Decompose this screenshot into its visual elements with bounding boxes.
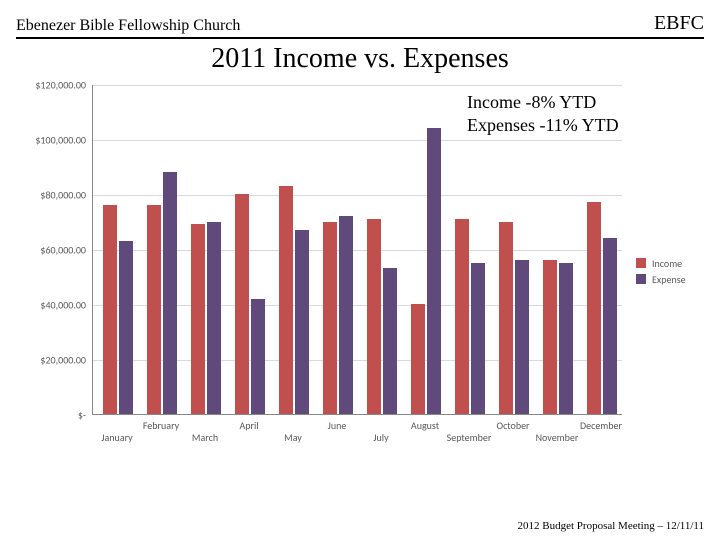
bar-expense bbox=[339, 216, 353, 414]
bar-expense bbox=[471, 263, 485, 414]
y-tick-label: $- bbox=[78, 409, 86, 422]
gridline bbox=[93, 85, 622, 86]
bar-income bbox=[411, 304, 425, 414]
bar-income bbox=[103, 205, 117, 414]
footer-text: 2012 Budget Proposal Meeting – 12/11/11 bbox=[518, 520, 704, 532]
ytd-annotation: Income -8% YTDExpenses -11% YTD bbox=[467, 91, 619, 136]
bar-income bbox=[191, 224, 205, 414]
y-tick-label: $100,000.00 bbox=[35, 134, 86, 147]
bar-income bbox=[543, 260, 557, 414]
bar-expense bbox=[603, 238, 617, 414]
page-title: 2011 Income vs. Expenses bbox=[16, 43, 704, 75]
gridline bbox=[93, 140, 622, 141]
legend-swatch bbox=[636, 274, 646, 284]
y-axis: $-$20,000.00$40,000.00$60,000.00$80,000.… bbox=[16, 85, 92, 415]
chart: $- $20,000.00 $40,000.00 $60,000.00 $80,000.… bbox=[16, 85, 704, 455]
annotation-line: Expenses -11% YTD bbox=[467, 114, 619, 137]
y-tick-label: $20,000.00 bbox=[40, 354, 86, 367]
bar-expense bbox=[559, 263, 573, 414]
x-tick-label: September bbox=[447, 431, 492, 444]
bar-expense bbox=[163, 172, 177, 414]
legend-item: Expense bbox=[636, 273, 686, 286]
bar-income bbox=[323, 222, 337, 415]
bar-income bbox=[455, 219, 469, 414]
x-tick-label: March bbox=[192, 431, 218, 444]
bar-expense bbox=[251, 299, 265, 415]
x-axis: January February March April May June July Augu… bbox=[92, 419, 622, 449]
bar-expense bbox=[119, 241, 133, 414]
x-tick-label: January bbox=[101, 431, 132, 444]
slide: Ebenezer Bible Fellowship Church EBFC 20… bbox=[0, 0, 720, 540]
x-tick-label: June bbox=[328, 419, 347, 432]
bar-income bbox=[279, 186, 293, 414]
header: Ebenezer Bible Fellowship Church EBFC bbox=[16, 12, 704, 39]
bar-expense bbox=[515, 260, 529, 414]
x-tick-label: July bbox=[373, 431, 388, 444]
y-tick-label: $120,000.00 bbox=[35, 79, 86, 92]
bar-income bbox=[147, 205, 161, 414]
x-tick-label: May bbox=[284, 431, 302, 444]
org-abbr: EBFC bbox=[654, 12, 704, 35]
bar-expense bbox=[295, 230, 309, 414]
bar-expense bbox=[427, 128, 441, 414]
legend-label: Expense bbox=[652, 273, 686, 286]
bar-income bbox=[587, 202, 601, 414]
x-tick-label: August bbox=[411, 419, 439, 432]
org-name: Ebenezer Bible Fellowship Church bbox=[16, 17, 240, 35]
bar-income bbox=[235, 194, 249, 414]
legend-swatch bbox=[636, 258, 646, 268]
y-tick-label: $60,000.00 bbox=[40, 244, 86, 257]
bar-expense bbox=[383, 268, 397, 414]
bar-income bbox=[367, 219, 381, 414]
y-tick-label: $80,000.00 bbox=[40, 189, 86, 202]
x-tick-label: December bbox=[580, 419, 622, 432]
bar-expense bbox=[207, 222, 221, 415]
legend: Income Expense bbox=[636, 257, 686, 289]
x-tick-label: February bbox=[143, 419, 179, 432]
bar-income bbox=[499, 222, 513, 415]
legend-item: Income bbox=[636, 257, 686, 270]
legend-label: Income bbox=[652, 257, 682, 270]
x-tick-label: April bbox=[239, 419, 258, 432]
annotation-line: Income -8% YTD bbox=[467, 91, 619, 114]
x-tick-label: November bbox=[536, 431, 579, 444]
y-tick-label: $40,000.00 bbox=[40, 299, 86, 312]
x-tick-label: October bbox=[496, 419, 529, 432]
